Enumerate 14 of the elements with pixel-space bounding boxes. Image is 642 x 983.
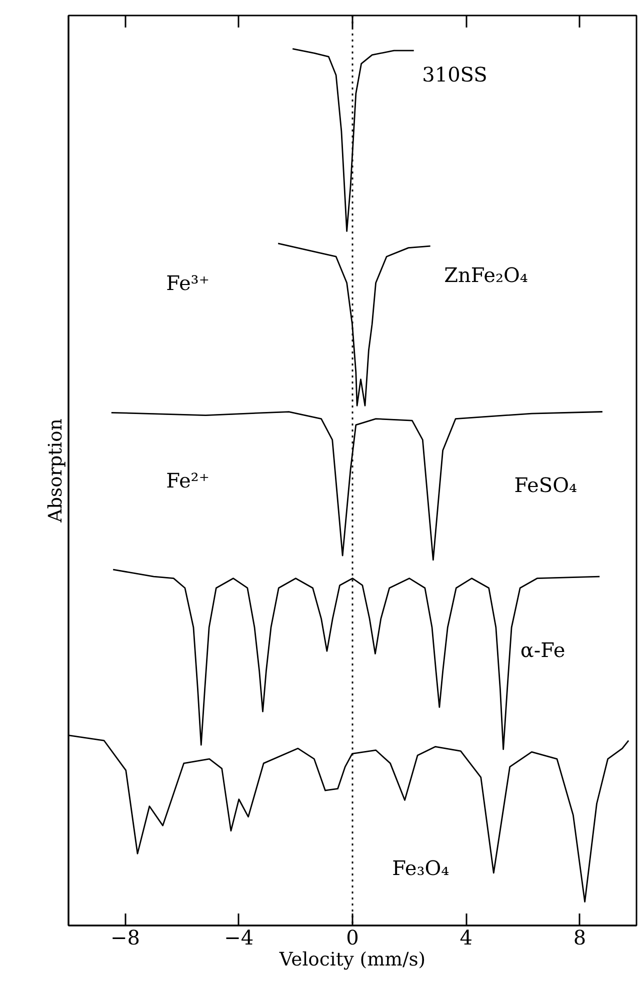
y-axis-title: Absorption	[46, 418, 66, 524]
x-tick-label: 4	[460, 926, 472, 950]
series-label: 310SS	[422, 62, 488, 87]
x-axis-title: Velocity (mm/s)	[278, 950, 426, 970]
x-tick-label: −4	[224, 926, 254, 950]
x-tick-label: 0	[346, 926, 359, 950]
text: FeSO₄	[514, 473, 577, 498]
annotation: Fe²⁺	[166, 468, 210, 493]
text: Fe₃O₄	[392, 856, 450, 880]
series-label: α-Fe	[520, 638, 566, 662]
x-tick-label: −8	[110, 926, 140, 950]
series-label: ZnFe₂O₄	[444, 262, 528, 287]
x-tick-label: 8	[573, 926, 586, 950]
annotation: Fe³⁺	[166, 271, 210, 296]
